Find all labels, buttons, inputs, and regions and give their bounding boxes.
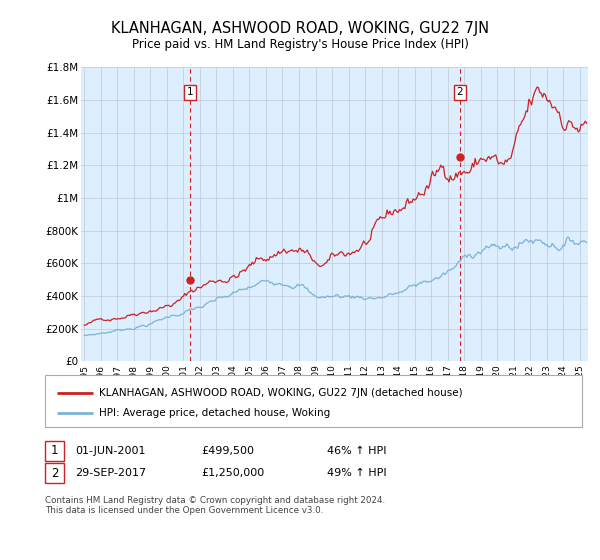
Text: 29-SEP-2017: 29-SEP-2017: [75, 468, 146, 478]
Text: £1,250,000: £1,250,000: [201, 468, 264, 478]
Text: Price paid vs. HM Land Registry's House Price Index (HPI): Price paid vs. HM Land Registry's House …: [131, 38, 469, 51]
Text: 49% ↑ HPI: 49% ↑ HPI: [327, 468, 386, 478]
Text: Contains HM Land Registry data © Crown copyright and database right 2024.
This d: Contains HM Land Registry data © Crown c…: [45, 496, 385, 515]
Text: 2: 2: [51, 466, 58, 480]
Text: KLANHAGAN, ASHWOOD ROAD, WOKING, GU22 7JN: KLANHAGAN, ASHWOOD ROAD, WOKING, GU22 7J…: [111, 21, 489, 36]
Text: 46% ↑ HPI: 46% ↑ HPI: [327, 446, 386, 456]
Text: KLANHAGAN, ASHWOOD ROAD, WOKING, GU22 7JN (detached house): KLANHAGAN, ASHWOOD ROAD, WOKING, GU22 7J…: [99, 388, 463, 398]
Text: £499,500: £499,500: [201, 446, 254, 456]
Text: 01-JUN-2001: 01-JUN-2001: [75, 446, 146, 456]
Text: 1: 1: [51, 444, 58, 458]
Text: 1: 1: [187, 87, 194, 97]
Text: HPI: Average price, detached house, Woking: HPI: Average price, detached house, Woki…: [99, 408, 330, 418]
Text: 2: 2: [457, 87, 463, 97]
